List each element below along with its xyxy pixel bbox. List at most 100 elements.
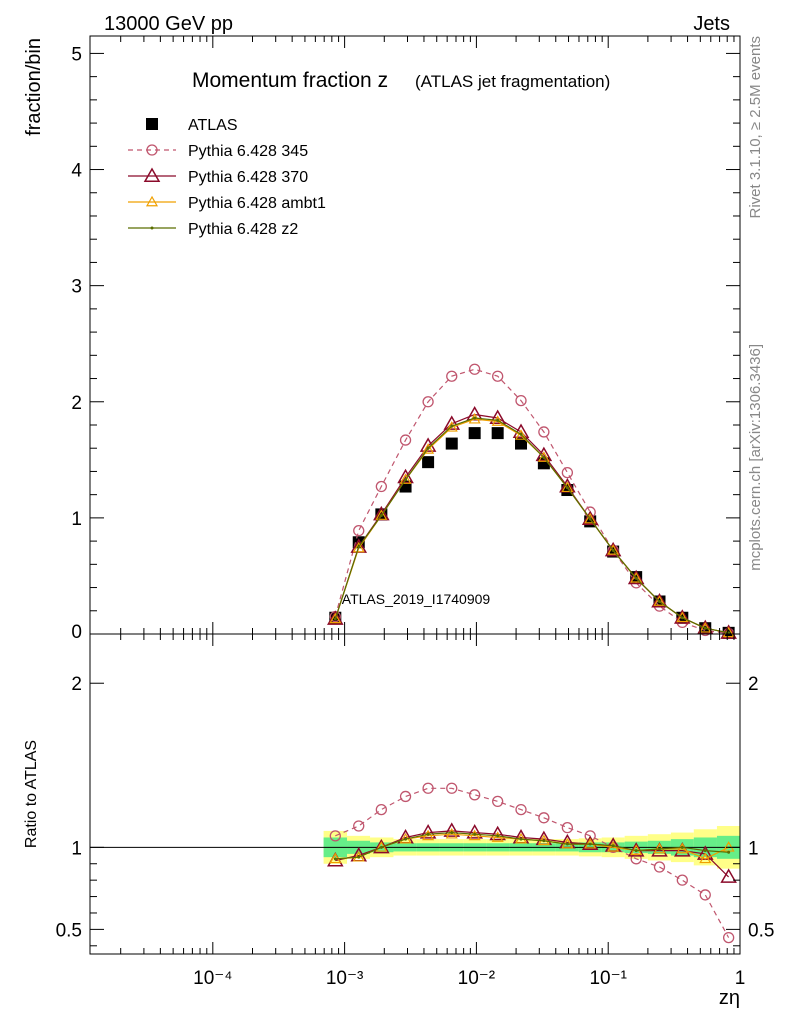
side-mcplots: mcplots.cern.ch [arXiv:1306.3436]: [747, 344, 764, 571]
ratio-series-4-point-14: [657, 847, 661, 851]
ratio-y-axis-label: Ratio to ATLAS: [23, 740, 40, 848]
ratio-series-1-point-7: [492, 795, 504, 808]
series-0: [329, 427, 735, 639]
series-2-point-12: [604, 541, 622, 557]
series-1-point-8: [515, 394, 527, 407]
x-tick-label-3: 10⁻¹: [589, 968, 627, 989]
series-4-point-8: [519, 432, 523, 436]
legend-item-2: Pythia 6.428 370: [128, 167, 308, 186]
x-tick-label-2: 10⁻²: [458, 968, 496, 989]
y-tick-label-0: 1: [71, 509, 82, 530]
series-4-point-11: [588, 517, 592, 521]
ratio-tick-label-right-1: 1: [748, 838, 759, 859]
series-3-point-14: [653, 595, 666, 606]
ratio-series-4-point-5: [450, 831, 454, 835]
ratio-tick-label-left-1: 1: [71, 838, 82, 859]
y-tick-label-4: 5: [71, 44, 82, 65]
series-1-point-4: [422, 396, 434, 408]
series-4-point-7: [496, 418, 500, 422]
side-rivet: Rivet 3.1.10, ≥ 2.5M events: [747, 36, 764, 219]
series-4-point-9: [542, 456, 546, 460]
series-3-point-2: [375, 509, 388, 520]
series-3-point-4: [422, 443, 435, 454]
ratio-series-3-point-6: [468, 829, 481, 841]
ratio-series-4-point-2: [379, 845, 383, 849]
ratio-series-1-point-0: [329, 830, 341, 842]
series-3-point-13: [630, 572, 643, 583]
y-tick-label-2: 3: [71, 277, 82, 298]
ratio-series-2-point-6: [466, 824, 483, 839]
series-2-point-3: [397, 468, 414, 484]
series-2-point-16: [696, 619, 714, 635]
x-tick-label-4: 1: [735, 968, 746, 989]
y-tick-label-1: 2: [71, 393, 82, 414]
legend-label-4: Pythia 6.428 z2: [188, 221, 298, 238]
series-4-point-15: [680, 616, 684, 620]
header-left: 13000 GeV pp: [104, 13, 233, 35]
series-2-point-13: [627, 569, 645, 585]
legend: ATLAS Pythia 6.428 345 Pythia 6.428 370 Pyt…: [128, 117, 326, 238]
ratio-series-4-point-0: [333, 857, 337, 861]
series-4-point-5: [450, 424, 454, 428]
series-4-point-6: [473, 416, 477, 420]
series-1-point-5: [446, 370, 458, 382]
series-0-point-5: [445, 437, 458, 450]
ratio-series-4: [333, 831, 731, 861]
ratio-series-1-point-2: [375, 803, 387, 816]
legend-item-0: ATLAS: [146, 117, 238, 134]
legend-label-3: Pythia 6.428 ambt1: [188, 195, 326, 212]
ratio-series-4-point-12: [611, 844, 615, 848]
ratio-series-1-point-10: [561, 821, 574, 834]
ratio-tick-label-left-0: 0.5: [56, 920, 82, 941]
series-4-point-12: [611, 548, 615, 552]
ratio-tick-label-right-0: 0.5: [748, 920, 774, 941]
series-1-point-10: [561, 466, 574, 479]
series-4-point-4: [426, 446, 430, 450]
ratio-series-3-point-11: [584, 837, 597, 849]
legend-marker-3: [145, 195, 159, 207]
ratio-series-1-point-14: [653, 861, 666, 873]
series-3-point-3: [399, 473, 412, 484]
ratio-series-1-point-5: [446, 782, 458, 794]
series-4-point-2: [379, 514, 383, 518]
series-1-point-9: [538, 426, 550, 438]
ratio-series-line-1: [335, 787, 730, 938]
series-4-point-0: [333, 617, 337, 621]
x-tick-label-0: 10⁻⁴: [193, 968, 232, 989]
main-panel: 1 2 3 4 5 0 ATLAS_2019_I1740909 Momentum frac…: [23, 35, 741, 643]
ratio-series-4-point-3: [404, 837, 408, 841]
series-2-point-14: [651, 592, 668, 608]
ratio-series-1-point-9: [538, 812, 550, 824]
legend-item-3: Pythia 6.428 ambt1: [128, 195, 326, 212]
watermark: ATLAS_2019_I1740909: [342, 591, 491, 607]
series-4-point-10: [565, 486, 569, 490]
ratio-series-2-point-5: [443, 822, 461, 837]
ratio-series-3-point-15: [676, 842, 689, 854]
chart-title-sub: (ATLAS jet fragmentation): [415, 72, 610, 91]
y-axis-label: fraction/bin: [23, 38, 45, 136]
series-3-point-0: [329, 612, 342, 624]
series-2-point-0: [327, 610, 344, 625]
ratio-series-1-point-16: [699, 889, 711, 901]
legend-label-2: Pythia 6.428 370: [188, 169, 308, 186]
series-3-point-7: [491, 415, 504, 426]
legend-marker-4: [150, 226, 154, 230]
ratio-series-4-point-16: [703, 849, 707, 853]
legend-marker-2: [143, 167, 161, 182]
series-1-point-7: [492, 370, 504, 382]
ratio-series-3-point-5: [445, 827, 458, 839]
series-4-point-3: [404, 478, 408, 482]
ratio-series-3-point-7: [491, 831, 504, 842]
chart-title-main: Momentum fraction z: [192, 69, 388, 92]
series-2-point-15: [674, 609, 691, 624]
ratio-series-1-point-11: [584, 830, 596, 842]
legend-label-0: ATLAS: [188, 117, 238, 134]
ratio-series-4-point-10: [565, 842, 569, 846]
ratio-series-1-point-8: [515, 803, 527, 816]
ratio-series-1: [329, 782, 735, 944]
series-3-point-1: [352, 541, 365, 553]
series-4-point-16: [703, 626, 707, 630]
series-3-point-9: [537, 451, 550, 462]
series-4-point-14: [657, 599, 661, 603]
